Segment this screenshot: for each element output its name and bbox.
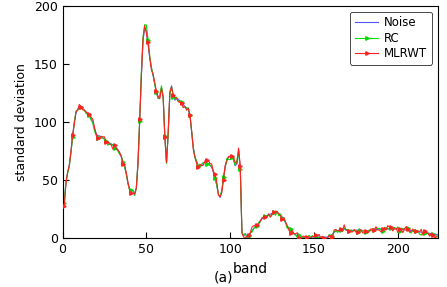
Y-axis label: standard deviation: standard deviation — [15, 63, 28, 181]
Noise — [429, 232, 434, 235]
RC — [435, 232, 441, 236]
Noise — [145, 42, 151, 46]
Noise — [62, 201, 67, 205]
Noise — [95, 134, 101, 137]
Noise — [263, 215, 268, 218]
MLRWT — [435, 235, 441, 238]
RC — [301, 236, 307, 240]
MLRWT — [263, 215, 268, 218]
MLRWT — [296, 236, 302, 240]
Noise — [295, 234, 300, 238]
Text: (a): (a) — [214, 270, 233, 284]
MLRWT — [295, 231, 300, 234]
MLRWT — [145, 41, 151, 44]
Noise — [299, 235, 305, 239]
Line: MLRWT: MLRWT — [63, 24, 440, 240]
Noise — [435, 233, 441, 236]
RC — [429, 234, 434, 237]
Noise — [90, 120, 96, 124]
Legend: Noise, RC, MLRWT: Noise, RC, MLRWT — [350, 12, 432, 65]
MLRWT — [142, 24, 148, 27]
RC — [95, 137, 101, 140]
MLRWT — [62, 204, 67, 208]
Line: Noise: Noise — [64, 27, 438, 237]
RC — [62, 201, 67, 205]
MLRWT — [95, 137, 101, 140]
RC — [90, 121, 96, 124]
RC — [145, 38, 151, 41]
Noise — [142, 26, 148, 29]
X-axis label: band: band — [233, 262, 268, 276]
RC — [263, 214, 268, 218]
MLRWT — [429, 231, 434, 235]
RC — [142, 23, 148, 26]
MLRWT — [90, 117, 96, 121]
Line: RC: RC — [63, 23, 440, 240]
RC — [295, 236, 300, 239]
